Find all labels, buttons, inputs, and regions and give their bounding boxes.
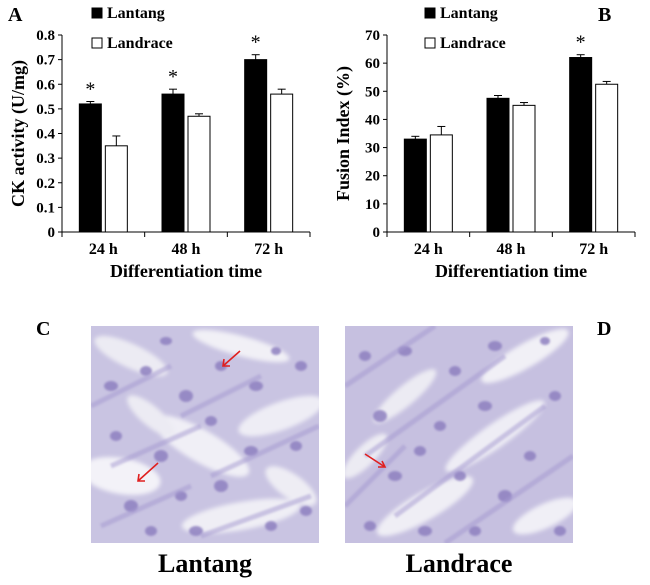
micrograph-lantang [91,326,319,543]
bar-lantang-48h [161,93,185,233]
y-axis-label: CK activity (U/mg) [8,60,29,207]
x-tick-label: 24 h [414,241,443,258]
ck-activity-chart: 0 0.1 0.2 0.3 0.4 0.5 0.6 0.7 0.8 24 h * 48 h * 72 h *… [8,5,311,281]
legend-label-lantang: Lantang [440,5,498,22]
micrograph-landrace [345,326,573,543]
y-tick-label: 0.7 [36,53,55,69]
panel-label-b: B [598,4,612,26]
bar-landrace-24h [104,145,128,233]
x-tick-label: 24 h [89,241,118,258]
significance-star: * [576,32,586,54]
y-tick-label: 0 [373,225,381,241]
y-tick-label: 70 [365,28,380,44]
bar-landrace-48h [512,104,536,233]
bar-landrace-48h [187,115,211,233]
arrow-icon [364,453,387,468]
x-tick-label: 72 h [254,241,283,258]
bar-lantang-72h [569,57,593,233]
legend-swatch-landrace [424,37,436,49]
y-tick-label: 0.8 [36,28,55,44]
bar-lantang-48h [486,97,510,233]
legend-label-lantang: Lantang [107,5,165,22]
y-tick-label: 0.6 [36,77,55,93]
micrograph-caption-lantang: Lantang [158,549,252,578]
x-axis-label: Differentiation time [110,261,262,281]
fusion-index-chart: 0 10 20 30 40 50 60 70 24 h 48 h 72 h * Differentiat… [333,5,636,281]
legend-swatch-lantang [91,7,103,19]
legend-swatch-landrace [91,37,103,49]
y-tick-label: 0 [48,225,56,241]
y-tick-label: 20 [365,169,380,185]
y-tick-label: 60 [365,56,380,72]
x-tick-label: 72 h [579,241,608,258]
legend-label-landrace: Landrace [440,35,506,52]
legend-label-landrace: Landrace [107,35,173,52]
bar-landrace-72h [270,93,294,233]
y-tick-label: 0.5 [36,102,55,118]
x-tick-label: 48 h [497,241,526,258]
y-tick-label: 50 [365,84,380,100]
panel-label-c: C [36,318,51,340]
bar-lantang-24h [78,103,102,233]
bar-lantang-72h [244,59,268,233]
micrograph-landrace-image [345,326,573,543]
bar-landrace-72h [595,83,619,233]
y-tick-label: 0.3 [36,151,55,167]
arrow-icon [222,350,241,367]
y-tick-label: 10 [365,197,380,213]
y-axis-label: Fusion Index (%) [333,66,354,201]
bar-lantang-24h [403,138,427,233]
x-tick-label: 48 h [172,241,201,258]
micrograph-lantang-image [91,326,319,543]
panel-label-a: A [8,4,23,26]
arrow-icon [137,462,159,482]
micrograph-caption-landrace: Landrace [405,549,513,578]
y-tick-label: 30 [365,141,380,157]
y-tick-label: 40 [365,112,380,128]
significance-star: * [85,78,95,100]
bar-landrace-24h [429,134,453,233]
y-tick-label: 0.1 [36,200,55,216]
significance-star: * [168,66,178,88]
y-tick-label: 0.4 [36,127,55,143]
significance-star: * [251,32,261,54]
y-tick-label: 0.2 [36,176,55,192]
panel-label-d: D [597,318,612,340]
x-axis-label: Differentiation time [435,261,587,281]
legend-swatch-lantang [424,7,436,19]
